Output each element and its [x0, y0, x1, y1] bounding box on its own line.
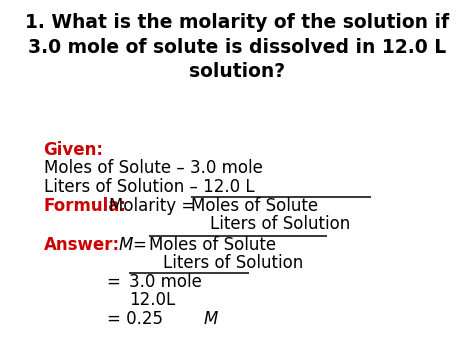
Text: Given:: Given:: [44, 141, 103, 159]
Text: =: =: [133, 236, 152, 254]
Text: Molarity =: Molarity =: [109, 197, 200, 215]
Text: Liters of Solution – 12.0 L: Liters of Solution – 12.0 L: [44, 178, 254, 196]
Text: Liters of Solution: Liters of Solution: [163, 254, 303, 272]
Text: 1. What is the molarity of the solution if
3.0 mole of solute is dissolved in 12: 1. What is the molarity of the solution …: [25, 13, 449, 81]
Text: 3.0 mole: 3.0 mole: [129, 273, 202, 290]
Text: 12.0L: 12.0L: [129, 291, 175, 309]
Text: Moles of Solute – 3.0 mole: Moles of Solute – 3.0 mole: [44, 159, 263, 177]
Text: M: M: [203, 310, 218, 328]
Text: Liters of Solution: Liters of Solution: [210, 215, 350, 233]
Text: Formula:: Formula:: [44, 197, 127, 215]
Text: Moles of Solute: Moles of Solute: [149, 236, 276, 254]
Text: =: =: [107, 273, 127, 290]
Text: = 0.25: = 0.25: [107, 310, 169, 328]
Text: Answer:: Answer:: [44, 236, 119, 254]
Text: M: M: [119, 236, 133, 254]
Text: Moles of Solute: Moles of Solute: [191, 197, 318, 215]
